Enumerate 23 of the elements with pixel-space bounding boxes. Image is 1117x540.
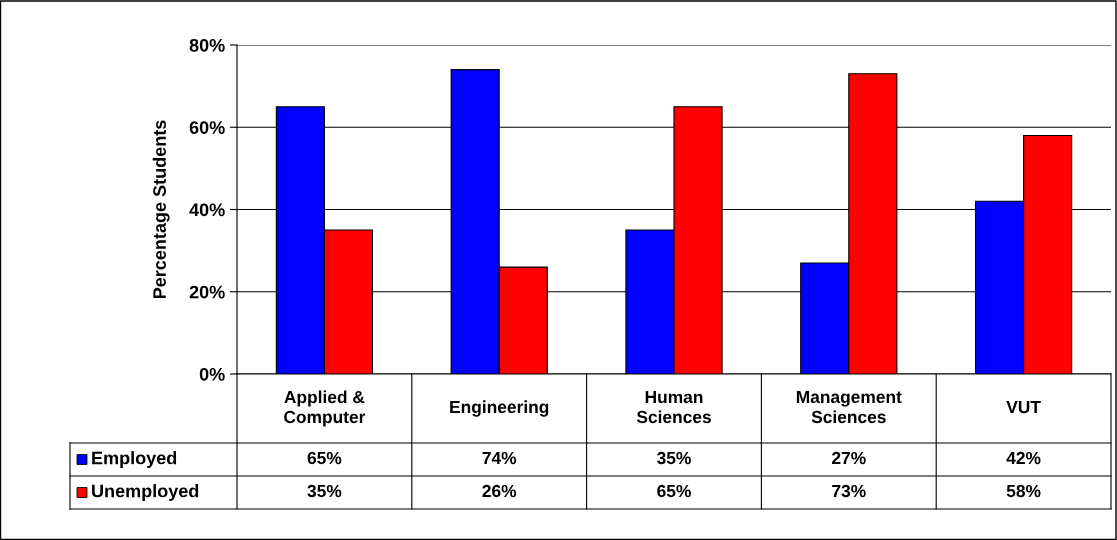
x-tick-label: Applied & Computer: [284, 390, 366, 427]
y-tick-label: 60%: [189, 121, 225, 134]
data-label: 27%: [832, 451, 866, 465]
x-tick-label: Management Sciences: [796, 390, 902, 424]
data-label: 74%: [482, 451, 517, 465]
y-tick-label: 0%: [199, 367, 225, 381]
data-label: 42%: [1006, 451, 1041, 465]
legend-label: Unemployed: [92, 484, 199, 501]
y-tick-label: 40%: [189, 203, 225, 217]
y-tick-label: 80%: [189, 38, 225, 52]
data-label: 35%: [657, 451, 691, 465]
data-label: 65%: [307, 451, 342, 465]
data-label: 35%: [307, 484, 342, 498]
legend-label: Employed: [92, 451, 177, 468]
x-tick-label: Engineering: [450, 400, 549, 417]
x-tick-label: VUT: [1006, 401, 1041, 414]
data-label: 73%: [832, 484, 866, 498]
data-label: 26%: [482, 484, 517, 498]
data-label: 58%: [1006, 484, 1041, 498]
data-label: 65%: [657, 484, 691, 498]
y-tick-label: 20%: [189, 285, 225, 299]
y-axis-title: Percentage Students: [152, 120, 170, 299]
x-tick-label: Human Sciences: [636, 391, 711, 424]
